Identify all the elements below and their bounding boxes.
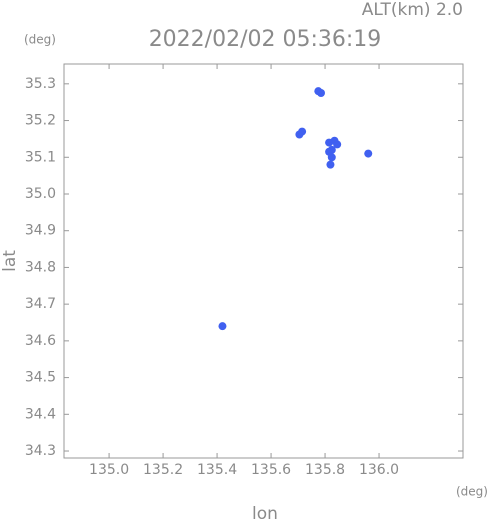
y-axis-label: lat: [0, 250, 20, 272]
y-tick-label: 34.7: [25, 296, 56, 312]
y-tick-label: 35.2: [25, 113, 56, 129]
x-tick-label: 135.2: [143, 462, 183, 478]
y-tick-label: 34.9: [25, 223, 56, 239]
echo: [218, 322, 227, 331]
x-tick-label: 135.6: [251, 462, 291, 478]
y-tick-label: 34.4: [25, 406, 56, 422]
echo: [326, 160, 335, 169]
echo: [333, 140, 342, 149]
y-unit: (deg): [24, 33, 56, 47]
echo: [364, 149, 373, 158]
echo: [298, 127, 307, 136]
y-tick-label: 34.3: [25, 443, 56, 459]
y-tick-label: 35.0: [25, 186, 56, 202]
altitude-label: ALT(km) 2.0: [362, 0, 463, 20]
echo: [317, 89, 326, 98]
x-tick-label: 135.0: [89, 462, 129, 478]
plot-frame: [63, 63, 464, 459]
x-axis-label: lon: [252, 504, 278, 521]
x-tick-label: 135.4: [197, 462, 237, 478]
y-tick-label: 35.3: [25, 76, 56, 92]
y-tick-label: 34.6: [25, 333, 56, 349]
chart-title: 2022/02/02 05:36:19: [149, 27, 382, 52]
x-tick-label: 136.0: [359, 462, 399, 478]
y-tick-label: 34.5: [25, 370, 56, 386]
y-tick-label: 35.1: [25, 149, 56, 165]
x-unit: (deg): [456, 485, 488, 499]
y-tick-label: 34.8: [25, 259, 56, 275]
echo: [327, 153, 336, 162]
x-tick-label: 135.8: [305, 462, 345, 478]
